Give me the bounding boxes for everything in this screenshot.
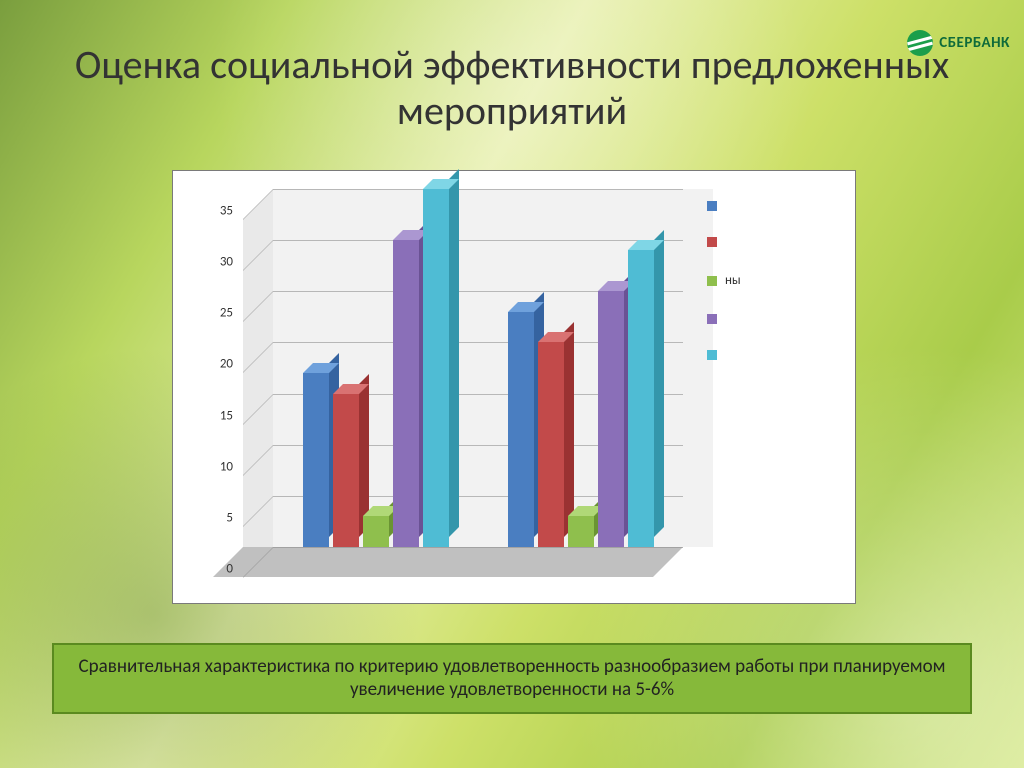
chart-bar	[363, 516, 389, 547]
legend-swatch	[707, 350, 717, 360]
legend-item	[707, 237, 837, 247]
chart-bar	[538, 342, 564, 547]
chart-bar	[628, 250, 654, 547]
chart-side-wall	[243, 189, 273, 577]
legend-swatch	[707, 237, 717, 247]
chart-bar	[508, 312, 534, 547]
chart-y-tick-label: 20	[203, 357, 233, 372]
chart-floor	[213, 547, 683, 577]
caption-text: Сравнительная характеристика по критерию…	[79, 655, 946, 702]
legend-item	[707, 350, 837, 360]
chart-bar	[598, 291, 624, 547]
chart-y-tick-label: 0	[203, 562, 233, 577]
bar-chart: 05101520253035 ны	[172, 170, 856, 604]
chart-bar-group	[478, 250, 683, 547]
legend-item	[707, 314, 837, 324]
sberbank-logo-icon	[907, 30, 933, 56]
sberbank-logo-text: СБЕРБАНК	[939, 34, 1010, 52]
chart-y-tick-label: 25	[203, 306, 233, 321]
legend-item	[707, 201, 837, 211]
sberbank-logo: СБЕРБАНК	[907, 30, 1010, 56]
chart-bar-group	[273, 189, 478, 547]
chart-y-tick-label: 30	[203, 255, 233, 270]
chart-y-tick-label: 15	[203, 408, 233, 423]
caption-box: Сравнительная характеристика по критерию…	[52, 643, 972, 715]
legend-swatch	[707, 276, 717, 286]
chart-bar	[303, 373, 329, 547]
chart-bars	[273, 189, 683, 547]
chart-plot-area: 05101520253035	[243, 189, 683, 577]
legend-swatch	[707, 201, 717, 211]
chart-y-tick-label: 10	[203, 459, 233, 474]
slide-title: Оценка социальной эффективности предложе…	[0, 42, 1024, 134]
chart-y-tick-label: 35	[203, 204, 233, 219]
legend-label: ны	[725, 273, 741, 288]
chart-legend: ны	[707, 201, 837, 386]
legend-swatch	[707, 314, 717, 324]
chart-gridline	[273, 547, 683, 548]
chart-bar	[423, 189, 449, 547]
chart-y-tick-label: 5	[203, 510, 233, 525]
chart-bar	[333, 394, 359, 547]
chart-bar	[393, 240, 419, 547]
chart-bar	[568, 516, 594, 547]
slide: СБЕРБАНК Оценка социальной эффективности…	[0, 0, 1024, 768]
legend-item: ны	[707, 273, 837, 288]
